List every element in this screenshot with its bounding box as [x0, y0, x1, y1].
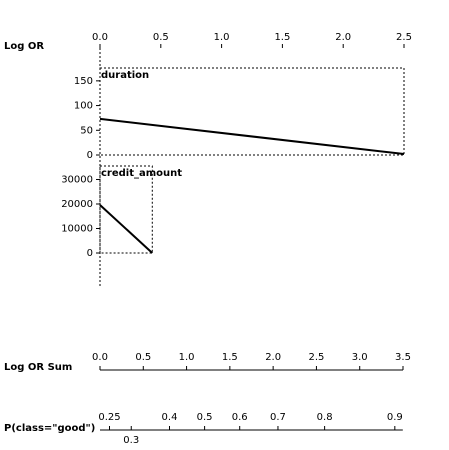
- panel-box: [99, 67, 405, 156]
- y-tick-label: 0: [87, 150, 93, 161]
- axis-title: Log OR Sum: [4, 362, 72, 373]
- y-tick-label: 0: [87, 248, 93, 259]
- y-tick-label: 50: [80, 125, 93, 136]
- x-tick-label: 0.6: [232, 412, 248, 423]
- y-tick-label: 10000: [61, 223, 93, 234]
- x-tick-label: 0.3: [123, 435, 139, 446]
- x-tick-label: 3.5: [395, 352, 411, 363]
- x-tick-label: 0.5: [135, 352, 151, 363]
- x-tick-label: 1.5: [274, 32, 290, 43]
- y-tick-label: 100: [74, 101, 93, 112]
- axis-title: P(class="good"): [4, 423, 95, 434]
- y-tick-label: 150: [74, 76, 93, 87]
- x-tick-label: 0.5: [197, 412, 213, 423]
- x-tick-label: 2.0: [265, 352, 281, 363]
- x-tick-label: 0.0: [92, 352, 108, 363]
- panel-label: credit_amount: [101, 168, 182, 179]
- x-tick-label: 0.7: [270, 412, 286, 423]
- attribute-line: [99, 117, 405, 156]
- panel-box: [99, 165, 153, 254]
- x-tick-label: 3.0: [352, 352, 368, 363]
- x-tick-label: 0.4: [162, 412, 178, 423]
- x-tick-label: 0.8: [317, 412, 333, 423]
- x-tick-label: 2.5: [308, 352, 324, 363]
- x-tick-label: 1.5: [222, 352, 238, 363]
- x-tick-label: 0.25: [98, 412, 120, 423]
- y-tick-label: 20000: [61, 199, 93, 210]
- x-tick-label: 1.0: [214, 32, 230, 43]
- x-tick-label: 0.0: [92, 32, 108, 43]
- panel-label: duration: [101, 70, 149, 81]
- attribute-line: [99, 204, 153, 254]
- y-tick-label: 30000: [61, 174, 93, 185]
- x-tick-label: 2.0: [335, 32, 351, 43]
- x-tick-label: 2.5: [396, 32, 412, 43]
- x-tick-label: 0.5: [153, 32, 169, 43]
- x-tick-label: 1.0: [179, 352, 195, 363]
- x-tick-label: 0.9: [387, 412, 403, 423]
- axis-title: Log OR: [4, 41, 44, 52]
